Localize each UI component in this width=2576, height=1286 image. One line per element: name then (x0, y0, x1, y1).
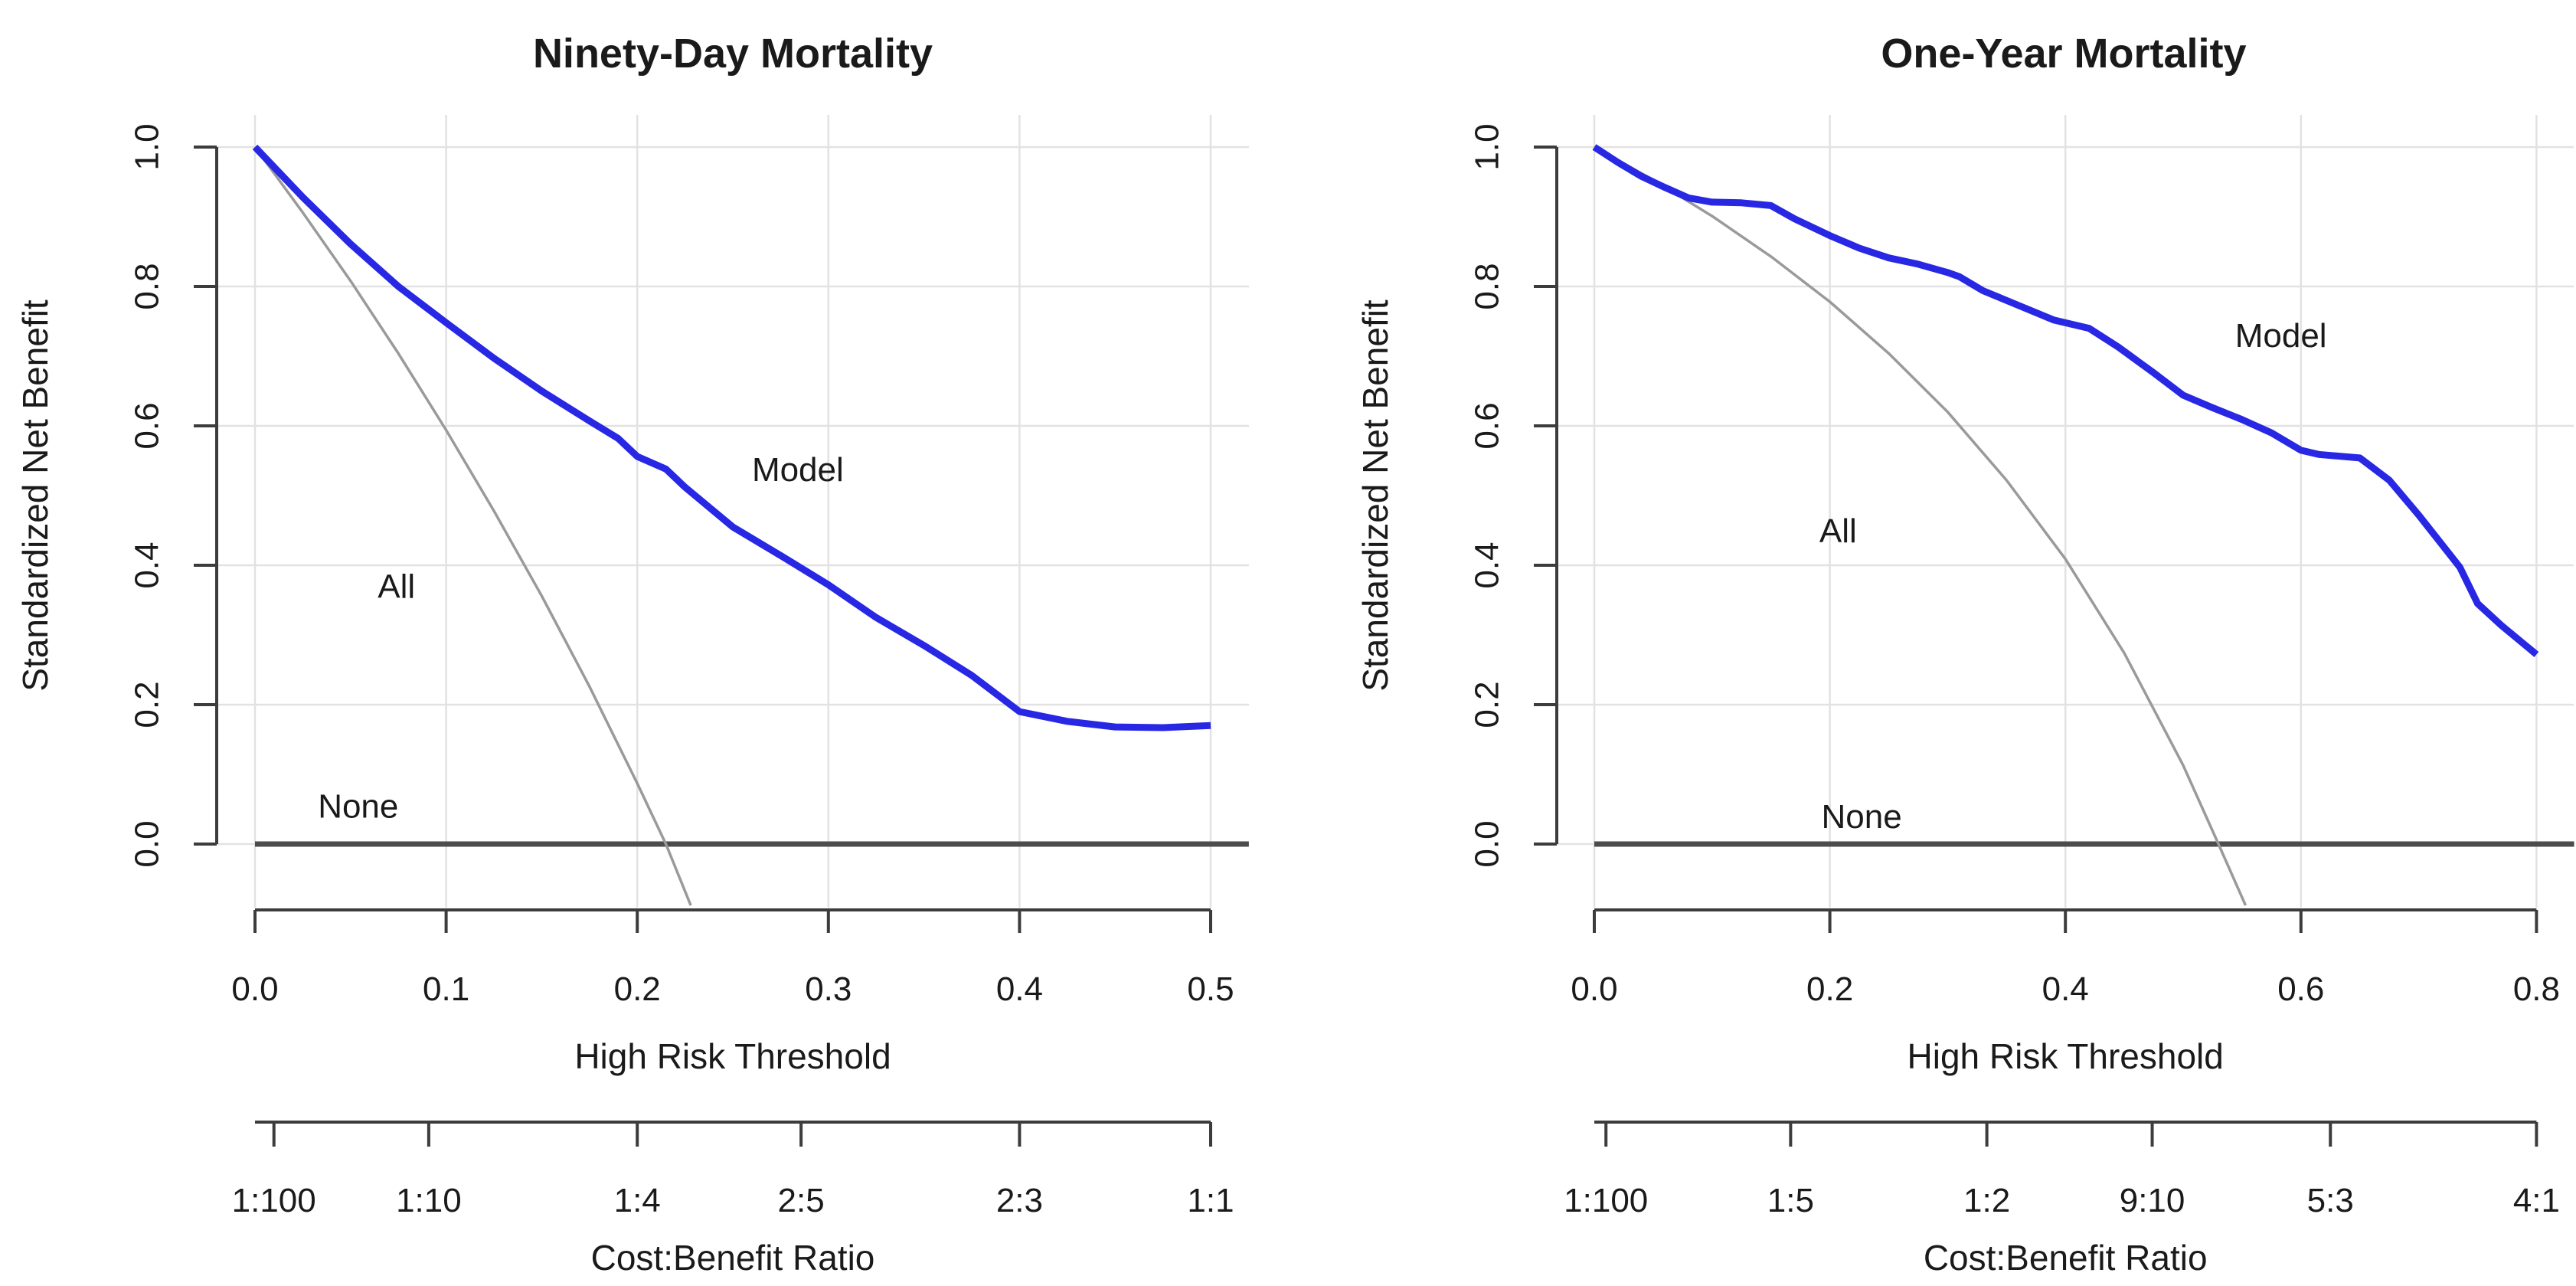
y-axis-tick-label: 0.8 (128, 263, 165, 309)
cost-benefit-tick-label: 9:10 (2120, 1182, 2185, 1219)
cost-benefit-tick-label: 1:1 (1187, 1182, 1234, 1219)
panel-title: Ninety-Day Mortality (533, 31, 933, 77)
x-axis-tick-label: 0.1 (423, 970, 469, 1008)
annotation-none-label: None (1822, 798, 1902, 836)
cost-benefit-tick-label: 5:3 (2307, 1182, 2354, 1219)
y-axis-title: Standardized Net Benefit (15, 299, 55, 692)
x-axis-tick-label: 0.4 (2042, 970, 2089, 1008)
panel-title: One-Year Mortality (1881, 31, 2246, 77)
y-axis-title: Standardized Net Benefit (1355, 299, 1395, 692)
y-axis-tick-label: 1.0 (128, 123, 165, 170)
x-axis-tick-label: 0.6 (2277, 970, 2324, 1008)
y-axis-tick-label: 0.2 (1468, 681, 1505, 728)
cost-benefit-tick-label: 4:1 (2513, 1182, 2560, 1219)
x-axis-tick-label: 0.4 (996, 970, 1043, 1008)
annotation-all-label: All (1819, 512, 1857, 550)
x-axis-title: High Risk Threshold (1907, 1036, 2224, 1076)
panel-ninety-day-mortality: 0.0 0.2 0.4 0.6 0.8 1.0 Standardized Net Benef… (15, 31, 1249, 1278)
x-axis-tick-label: 0.2 (614, 970, 661, 1008)
y-axis-tick-label: 0.0 (128, 820, 165, 867)
y-axis-tick-label: 1.0 (1468, 123, 1505, 170)
cost-benefit-tick-label: 1:2 (1963, 1182, 2010, 1219)
y-axis-tick-label: 0.2 (128, 681, 165, 728)
cost-benefit-axis-title: Cost:Benefit Ratio (1924, 1238, 2208, 1278)
series-all-line (1594, 146, 2247, 906)
cost-benefit-tick-label: 1:100 (1564, 1182, 1648, 1219)
series-model-line (252, 144, 1211, 731)
annotation-all-label: All (378, 568, 415, 606)
series-all-line (253, 146, 692, 906)
panel-one-year-mortality: 0.0 0.2 0.4 0.6 0.8 1.0 Standardized Net Benef… (1355, 31, 2574, 1278)
x-axis-tick-label: 0.5 (1187, 970, 1234, 1008)
x-axis-tick-label: 0.8 (2513, 970, 2560, 1008)
y-axis-tick-label: 0.0 (1468, 820, 1505, 867)
cost-benefit-tick-label: 1:4 (614, 1182, 661, 1219)
y-axis-tick-label: 0.6 (1468, 402, 1505, 449)
cost-benefit-tick-label: 1:5 (1767, 1182, 1814, 1219)
cost-benefit-axis-title: Cost:Benefit Ratio (591, 1238, 875, 1278)
y-axis-tick-label: 0.6 (128, 402, 165, 449)
annotation-none-label: None (318, 787, 398, 825)
y-axis-tick-label: 0.8 (1468, 263, 1505, 309)
cost-benefit-tick-label: 1:100 (232, 1182, 316, 1219)
x-axis-tick-label: 0.3 (805, 970, 852, 1008)
cost-benefit-tick-label: 2:5 (778, 1182, 825, 1219)
x-axis-title: High Risk Threshold (574, 1036, 891, 1076)
annotation-model-label: Model (2235, 317, 2327, 355)
y-axis-tick-label: 0.4 (1468, 542, 1505, 588)
cost-benefit-tick-label: 1:10 (396, 1182, 462, 1219)
series-model-line (1592, 144, 2539, 657)
x-axis-tick-label: 0.0 (1571, 970, 1617, 1008)
annotation-model-label: Model (752, 451, 844, 489)
y-axis-tick-label: 0.4 (128, 542, 165, 588)
x-axis-tick-label: 0.0 (231, 970, 278, 1008)
cost-benefit-tick-label: 2:3 (996, 1182, 1043, 1219)
x-axis-tick-label: 0.2 (1806, 970, 1853, 1008)
